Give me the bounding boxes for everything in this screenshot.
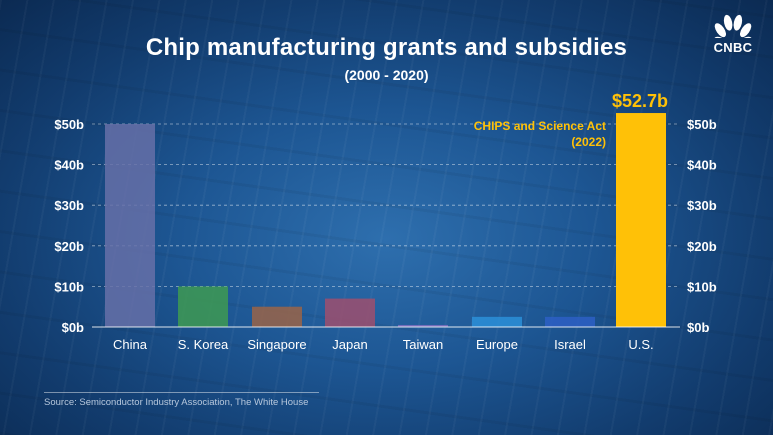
annotation-line-2: (2022) (571, 135, 606, 149)
cnbc-logo: CNBC (707, 12, 759, 55)
y-tick-label-left: $40b (54, 158, 84, 173)
x-tick-label: Israel (554, 337, 586, 352)
bar-israel (545, 316, 595, 327)
x-tick-label: Japan (332, 337, 367, 352)
bar-europe (472, 316, 522, 327)
source-note: Source: Semiconductor Industry Associati… (44, 397, 309, 408)
y-tick-label-right: $50b (687, 117, 717, 132)
x-tick-label: U.S. (628, 337, 653, 352)
y-tick-label-left: $10b (54, 279, 84, 294)
x-tick-label: S. Korea (178, 337, 229, 352)
bar-u-s (616, 113, 666, 328)
bar-s-korea (178, 286, 228, 327)
x-tick-label: Europe (476, 337, 518, 352)
annotation-line-1: CHIPS and Science Act (473, 119, 606, 133)
y-tick-label-right: $10b (687, 279, 717, 294)
y-tick-label-left: $30b (54, 198, 84, 213)
y-tick-label-left: $0b (62, 320, 84, 335)
x-tick-label: Singapore (247, 337, 306, 352)
chart-subtitle: (2000 - 2020) (344, 67, 429, 83)
y-tick-label-left: $20b (54, 239, 84, 254)
y-tick-label-right: $20b (687, 239, 717, 254)
x-tick-label: Taiwan (403, 337, 443, 352)
y-tick-label-right: $40b (687, 158, 717, 173)
bar-japan (325, 298, 375, 327)
y-tick-label-left: $50b (54, 117, 84, 132)
bar-singapore (252, 306, 302, 327)
highlight-value-label: $52.7b (611, 91, 669, 111)
chart-title: Chip manufacturing grants and subsidies (145, 34, 628, 61)
y-tick-label-right: $0b (687, 320, 709, 335)
bar-china (105, 124, 155, 327)
x-tick-label: China (113, 337, 148, 352)
y-tick-label-right: $30b (687, 198, 717, 213)
logo-text: CNBC (713, 40, 753, 55)
chips-act-annotation: CHIPS and Science Act (2022) (474, 118, 606, 150)
bar-taiwan (398, 324, 448, 327)
source-divider (44, 392, 319, 393)
